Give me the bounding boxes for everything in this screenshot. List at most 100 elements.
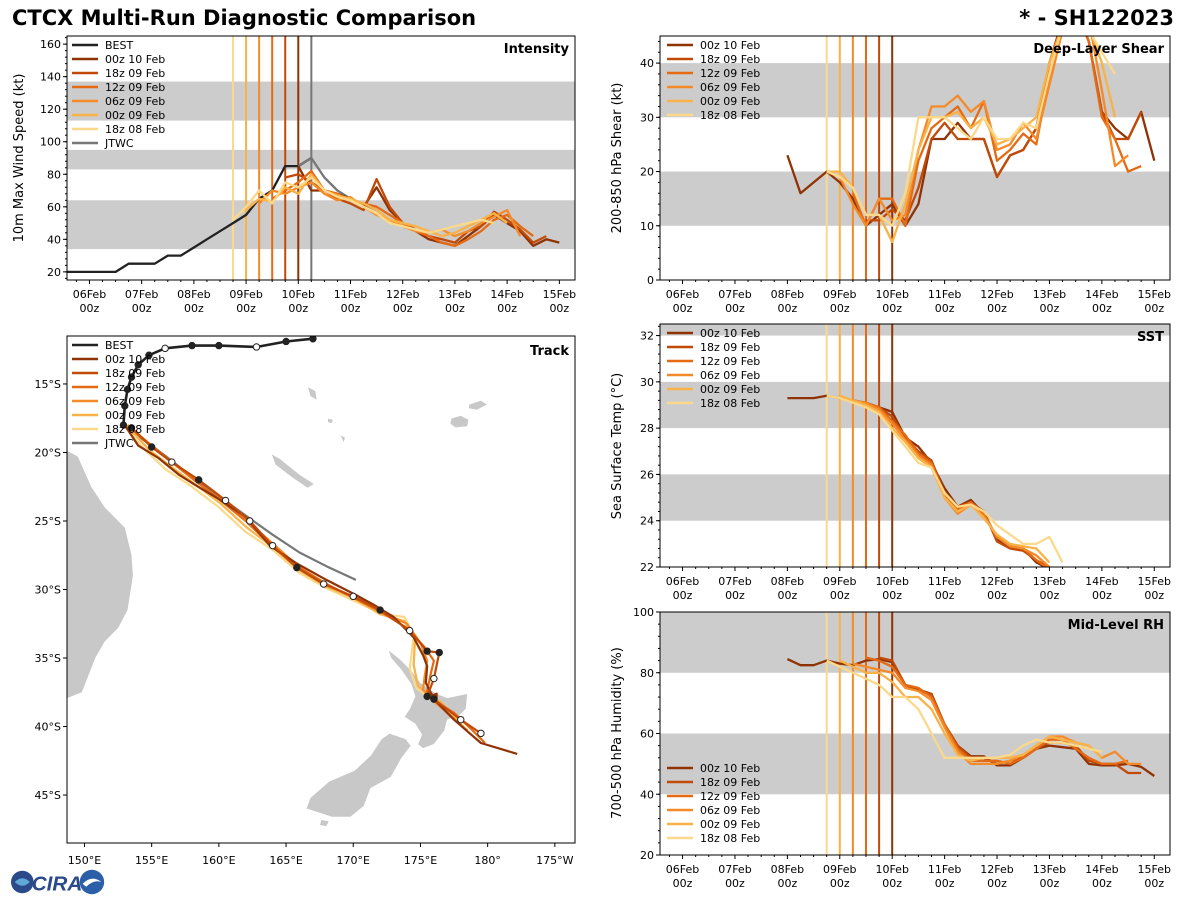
rh-xtick-label: 14Feb xyxy=(1085,863,1118,876)
intensity-legend-label: 18z 09 Feb xyxy=(105,67,165,80)
rh-legend-label: 06z 09 Feb xyxy=(700,804,760,817)
intensity-series-group xyxy=(67,156,560,274)
shear-xtick-label: 00z xyxy=(830,302,850,315)
vanuatu-land xyxy=(307,386,318,401)
sst-band xyxy=(660,381,1170,429)
shear-xtick-label: 00z xyxy=(935,302,955,315)
sst-legend-label: 12z 09 Feb xyxy=(700,355,760,368)
track-point xyxy=(349,592,357,601)
intensity-xtick-label: 00z xyxy=(132,302,152,315)
track-point xyxy=(457,715,465,724)
sst-ytick-label: 22 xyxy=(640,561,654,574)
sst-series-line xyxy=(839,394,1051,564)
rh-legend-label: 00z 10 Feb xyxy=(700,762,760,775)
sst-band xyxy=(660,474,1170,521)
track-point xyxy=(435,648,443,657)
rh-ytick-label: 40 xyxy=(640,788,654,801)
track-line xyxy=(122,424,465,728)
shear-xtick-label: 00z xyxy=(882,302,902,315)
sst-series-line xyxy=(826,394,1064,563)
track-point xyxy=(423,692,431,701)
storm-id: * - SH122023 xyxy=(1019,6,1174,30)
sst-legend-label: 06z 09 Feb xyxy=(700,369,760,382)
track-point xyxy=(319,580,328,588)
intensity-xtick-label: 08Feb xyxy=(177,288,210,301)
track-legend-label: 06z 09 Feb xyxy=(105,395,165,408)
intensity-legend-label: 12z 09 Feb xyxy=(105,81,165,94)
intensity-xtick-label: 12Feb xyxy=(386,288,419,301)
track-point xyxy=(134,361,142,369)
rh-xtick-label: 13Feb xyxy=(1033,863,1066,876)
shear-xtick-label: 00z xyxy=(777,302,797,315)
sst-xtick-label: 09Feb xyxy=(823,575,856,588)
rh-xtick-label: 00z xyxy=(987,877,1007,890)
track-point xyxy=(147,443,156,451)
intensity-ytick-label: 140 xyxy=(40,71,61,84)
shear-xtick-label: 00z xyxy=(1092,302,1112,315)
intensity-xtick-label: 00z xyxy=(80,302,100,315)
track-point xyxy=(127,373,136,381)
intensity-legend-label: JTWC xyxy=(104,137,134,150)
rh-ylabel: 700-500 hPa Humidity (%) xyxy=(610,647,625,819)
shear-ylabel: 200-850 hPa Shear (kt) xyxy=(610,83,625,234)
intensity-xtick-label: 00z xyxy=(288,302,308,315)
track-xtick-label: 150°E xyxy=(68,854,101,867)
track-ytick-label: 20°S xyxy=(35,446,61,459)
shear-ytick-label: 10 xyxy=(640,220,654,233)
norfolk-land xyxy=(324,575,328,578)
sst-xtick-label: 14Feb xyxy=(1085,575,1118,588)
intensity-ytick-label: 60 xyxy=(47,201,61,214)
logo-swirl-icon xyxy=(14,878,30,886)
rh-xtick-label: 10Feb xyxy=(875,863,908,876)
shear-legend-label: 12z 09 Feb xyxy=(700,67,760,80)
sst-xtick-label: 00z xyxy=(882,589,902,602)
track-point xyxy=(121,402,129,410)
shear-xtick-label: 00z xyxy=(725,302,745,315)
shear-legend-label: 06z 09 Feb xyxy=(700,81,760,94)
track-point xyxy=(215,341,223,350)
track-xtick-label: 155°E xyxy=(135,854,168,867)
shear-xtick-label: 13Feb xyxy=(1033,288,1066,301)
track-legend-label: BEST xyxy=(105,339,133,352)
rh-xtick-label: 00z xyxy=(777,877,797,890)
sst-xtick-label: 00z xyxy=(830,589,850,602)
track-line xyxy=(123,424,518,755)
track-ytick-label: 25°S xyxy=(35,515,61,528)
land-group xyxy=(67,386,489,827)
intensity-panel: 2040608010012014016006Feb00z07Feb00z08Fe… xyxy=(12,35,576,315)
rh-legend-label: 18z 09 Feb xyxy=(700,776,760,789)
track-point xyxy=(477,729,485,738)
shear-xtick-label: 10Feb xyxy=(875,288,908,301)
track-point xyxy=(221,496,230,505)
track-point xyxy=(123,385,132,394)
shear-xtick-label: 07Feb xyxy=(718,288,751,301)
fiji-land xyxy=(449,415,470,429)
sst-xtick-label: 00z xyxy=(1092,589,1112,602)
track-point xyxy=(252,343,261,351)
track-point xyxy=(282,337,290,346)
track-xtick-label: 180° xyxy=(474,854,501,867)
rh-xtick-label: 00z xyxy=(830,877,850,890)
intensity-xtick-label: 00z xyxy=(184,302,204,315)
intensity-band xyxy=(67,149,575,170)
track-xtick-label: 165°E xyxy=(269,854,302,867)
rh-title: Mid-Level RH xyxy=(1068,618,1164,633)
rh-xtick-label: 09Feb xyxy=(823,863,856,876)
track-ytick-label: 45°S xyxy=(35,789,61,802)
shear-legend-label: 00z 10 Feb xyxy=(700,39,760,52)
sst-panel: 22242628303206Feb00z07Feb00z08Feb00z09Fe… xyxy=(610,323,1171,602)
track-xtick-label: 175°W xyxy=(536,854,573,867)
track-ytick-label: 30°S xyxy=(35,584,61,597)
track-ytick-label: 15°S xyxy=(35,378,61,391)
track-ytick-label: 40°S xyxy=(35,721,61,734)
track-point xyxy=(145,351,153,359)
shear-xtick-label: 06Feb xyxy=(666,288,699,301)
intensity-title: Intensity xyxy=(504,42,570,57)
rh-xtick-label: 15Feb xyxy=(1138,863,1171,876)
intensity-xtick-label: 00z xyxy=(549,302,569,315)
shear-xtick-label: 00z xyxy=(1040,302,1060,315)
shear-xtick-label: 09Feb xyxy=(823,288,856,301)
shear-ytick-label: 0 xyxy=(647,274,654,287)
sst-xtick-label: 13Feb xyxy=(1033,575,1066,588)
intensity-series-line xyxy=(232,176,495,234)
